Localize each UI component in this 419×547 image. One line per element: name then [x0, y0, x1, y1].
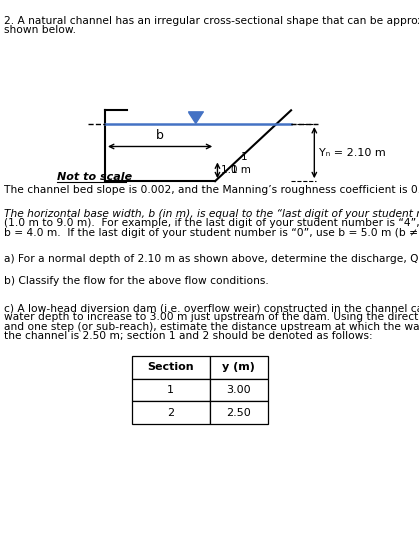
Text: Not to scale: Not to scale — [57, 172, 132, 182]
Text: (1.0 m to 9.0 m).  For example, if the last digit of your student number is “4”,: (1.0 m to 9.0 m). For example, if the la… — [4, 218, 419, 228]
Text: The horizontal base width, b (in m), is equal to the “last digit of your student: The horizontal base width, b (in m), is … — [4, 209, 419, 219]
Text: water depth to increase to 3.00 m just upstream of the dam. Using the direct ste: water depth to increase to 3.00 m just u… — [4, 312, 419, 322]
Polygon shape — [189, 113, 203, 124]
Text: b = 4.0 m.  If the last digit of your student number is “0”, use b = 5.0 m (b ≠ : b = 4.0 m. If the last digit of your stu… — [4, 228, 419, 237]
Text: and one step (or sub-reach), estimate the distance upstream at which the water d: and one step (or sub-reach), estimate th… — [4, 322, 419, 331]
Text: b) Classify the flow for the above flow conditions.: b) Classify the flow for the above flow … — [4, 276, 269, 286]
Text: Yₙ = 2.10 m: Yₙ = 2.10 m — [319, 148, 386, 158]
Text: 1.0 m: 1.0 m — [220, 165, 251, 176]
Text: a) For a normal depth of 2.10 m as shown above, determine the discharge, Q.: a) For a normal depth of 2.10 m as shown… — [4, 254, 419, 264]
Text: 2.50: 2.50 — [226, 408, 251, 418]
Text: 1: 1 — [241, 152, 248, 161]
Text: Section: Section — [147, 362, 194, 372]
Text: 1: 1 — [167, 385, 174, 395]
Text: 2. A natural channel has an irregular cross-sectional shape that can be approxim: 2. A natural channel has an irregular cr… — [4, 16, 419, 26]
Text: shown below.: shown below. — [4, 25, 76, 35]
Text: y (m): y (m) — [222, 362, 255, 372]
Text: 1: 1 — [231, 165, 238, 176]
Text: The channel bed slope is 0.002, and the Manning’s roughness coefficient is 0.015: The channel bed slope is 0.002, and the … — [4, 185, 419, 195]
Text: 2: 2 — [167, 408, 174, 418]
Text: c) A low-head diversion dam (i.e. overflow weir) constructed in the channel caus: c) A low-head diversion dam (i.e. overfl… — [4, 303, 419, 313]
Text: 3.00: 3.00 — [227, 385, 251, 395]
Text: b: b — [156, 129, 164, 142]
Text: the channel is 2.50 m; section 1 and 2 should be denoted as follows:: the channel is 2.50 m; section 1 and 2 s… — [4, 331, 373, 341]
